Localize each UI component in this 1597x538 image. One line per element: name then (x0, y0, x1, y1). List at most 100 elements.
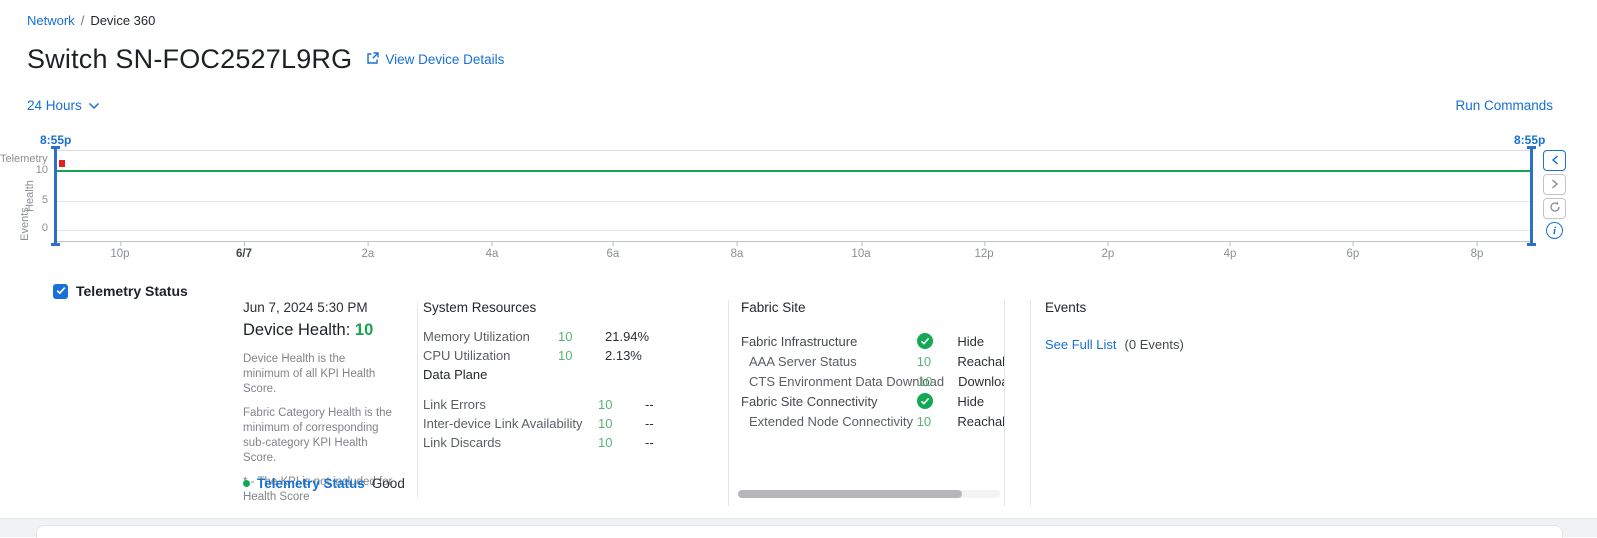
x-axis: 10p 6/7 2a 4a 6a 8a 10a 12p 2p 4p 6p 8p (57, 241, 1532, 268)
kpi-score: 10 (598, 397, 613, 412)
refresh-icon (1549, 200, 1561, 218)
row-label-telemetry: Telemetry (0, 153, 48, 165)
timeline-left-handle[interactable] (51, 146, 60, 246)
run-commands-link: Run Commands (1455, 98, 1553, 113)
kpi-value: -- (645, 416, 654, 431)
pan-left-button[interactable] (1543, 150, 1566, 171)
x-tick: 8p (1470, 241, 1484, 260)
fabric-kpi-score: 10 (918, 373, 933, 389)
telemetry-status-checkbox[interactable] (53, 282, 68, 300)
chevron-left-icon (1551, 152, 1559, 170)
y-tick-0: 0 (41, 222, 48, 234)
x-tick: 12p (974, 241, 994, 260)
x-tick: 4a (485, 241, 499, 260)
fabric-kpi-value: Reachable (957, 413, 1004, 429)
kpi-row: Link Discards 10 -- (423, 433, 713, 452)
run-commands-label[interactable]: Run Commands (1455, 98, 1553, 113)
title-row: Switch SN-FOC2527L9RG View Device Detail… (27, 44, 504, 75)
pan-right-button[interactable] (1543, 174, 1566, 195)
breadcrumb-network-link[interactable]: Network (27, 13, 75, 28)
breadcrumb-current: Device 360 (90, 13, 156, 28)
device-health-score-line: Device Health: 10 (243, 321, 411, 340)
refresh-button[interactable] (1543, 198, 1566, 219)
x-tick: 10a (851, 241, 871, 260)
fabric-kpi-label: AAA Server Status (749, 353, 857, 369)
fabric-kpi-row: Extended Node Connectivity 10 Reachable (741, 411, 1004, 431)
fabric-category-description: Fabric Category Health is the minimum of… (243, 407, 392, 464)
kpi-score: 10 (598, 435, 613, 450)
kpi-label: Link Discards (423, 435, 502, 450)
timeline-right-handle[interactable] (1527, 146, 1536, 246)
view-device-details-link[interactable]: View Device Details (366, 51, 504, 68)
gridline-0 (57, 230, 1532, 231)
panel-divider (417, 302, 418, 498)
kpi-row: CPU Utilization 10 2.13% (423, 346, 713, 365)
kpi-label: Memory Utilization (423, 329, 530, 344)
fabric-kpi-score: 10 (916, 353, 932, 369)
fabric-site-title: Fabric Site (741, 300, 806, 315)
data-plane-subheader: Data Plane (423, 367, 488, 382)
check-circle-icon (916, 393, 958, 410)
device-health-line (57, 170, 1532, 172)
telemetry-status-row: Telemetry Status Good (243, 476, 405, 491)
timeline-plot-area[interactable] (57, 150, 1532, 242)
kpi-value: 2.13% (605, 348, 642, 363)
x-tick: 2p (1101, 241, 1115, 260)
timeline-end-time: 8:55p (1514, 133, 1546, 147)
page-title: Switch SN-FOC2527L9RG (27, 44, 353, 74)
kpi-score: 10 (558, 348, 573, 363)
device-health-label: Device Health: (243, 321, 351, 339)
events-count: (0 Events) (1124, 337, 1184, 352)
hide-link[interactable]: Hide (957, 393, 985, 409)
kpi-score: 10 (598, 416, 613, 431)
time-range-dropdown[interactable]: 24 Hours (27, 98, 100, 113)
x-tick: 10p (110, 241, 130, 260)
kpi-label: CPU Utilization (423, 348, 511, 363)
x-tick: 8a (730, 241, 744, 260)
x-tick: 4p (1223, 241, 1237, 260)
kpi-score: 10 (558, 329, 573, 344)
x-tick: 6a (606, 241, 620, 260)
fabric-kpi-label: CTS Environment Data Download (749, 373, 945, 389)
telemetry-status-legend: Telemetry Status (53, 283, 188, 299)
health-timeline-chart: 8:55p 8:55p Telemetry 10 Health 5 Events… (0, 130, 1597, 270)
info-icon[interactable]: i (1546, 222, 1563, 239)
external-link-icon (366, 51, 385, 68)
fabric-kpi-value: Reachable (957, 353, 1004, 369)
kpi-value: -- (645, 397, 654, 412)
kpi-row: Link Errors 10 -- (423, 395, 713, 414)
telemetry-status-value: Good (371, 476, 405, 491)
telemetry-event-marker[interactable] (59, 160, 65, 167)
hide-link[interactable]: Hide (957, 333, 985, 349)
view-device-details-label: View Device Details (385, 52, 505, 67)
kpi-label: Link Errors (423, 397, 486, 412)
chevron-right-icon (1551, 176, 1559, 194)
scrollbar-thumb[interactable] (738, 490, 962, 498)
x-tick: 2a (361, 241, 375, 260)
events-panel: Events See Full List (0 Events) (1030, 300, 1330, 506)
y-tick-5: 5 (41, 194, 48, 206)
gridline-5 (57, 201, 1532, 202)
see-full-list-link[interactable]: See Full List (1045, 337, 1117, 352)
fabric-group-label: Fabric Infrastructure (741, 333, 858, 349)
x-tick-date: 6/7 (236, 241, 253, 260)
check-icon (56, 282, 66, 300)
chevron-down-icon (88, 98, 100, 113)
kpi-value: 21.94% (605, 329, 650, 344)
system-resources-panel: System Resources Memory Utilization 10 2… (423, 300, 713, 452)
x-tick: 6p (1346, 241, 1360, 260)
fabric-kpi-score: 10 (916, 413, 932, 429)
kpi-row: Inter-device Link Availability 10 -- (423, 414, 713, 433)
fabric-panel-scrollbar[interactable] (738, 490, 1000, 498)
events-link-row: See Full List (0 Events) (1045, 337, 1330, 352)
telemetry-status-link[interactable]: Telemetry Status (257, 476, 365, 491)
timeline-start-time: 8:55p (40, 133, 72, 147)
status-dot-icon (243, 480, 250, 487)
kpi-footnote: * - The KPI is not included for Health S… (243, 476, 393, 503)
fabric-group-row: Fabric Site Connectivity Hide (741, 391, 1004, 411)
fabric-kpi-row: AAA Server Status 10 Reachable (741, 351, 1004, 371)
system-resources-title: System Resources (423, 300, 537, 315)
kpi-label: Inter-device Link Availability (423, 416, 583, 431)
telemetry-status-label: Telemetry Status (76, 283, 188, 299)
kpi-row: Memory Utilization 10 21.94% (423, 327, 713, 346)
